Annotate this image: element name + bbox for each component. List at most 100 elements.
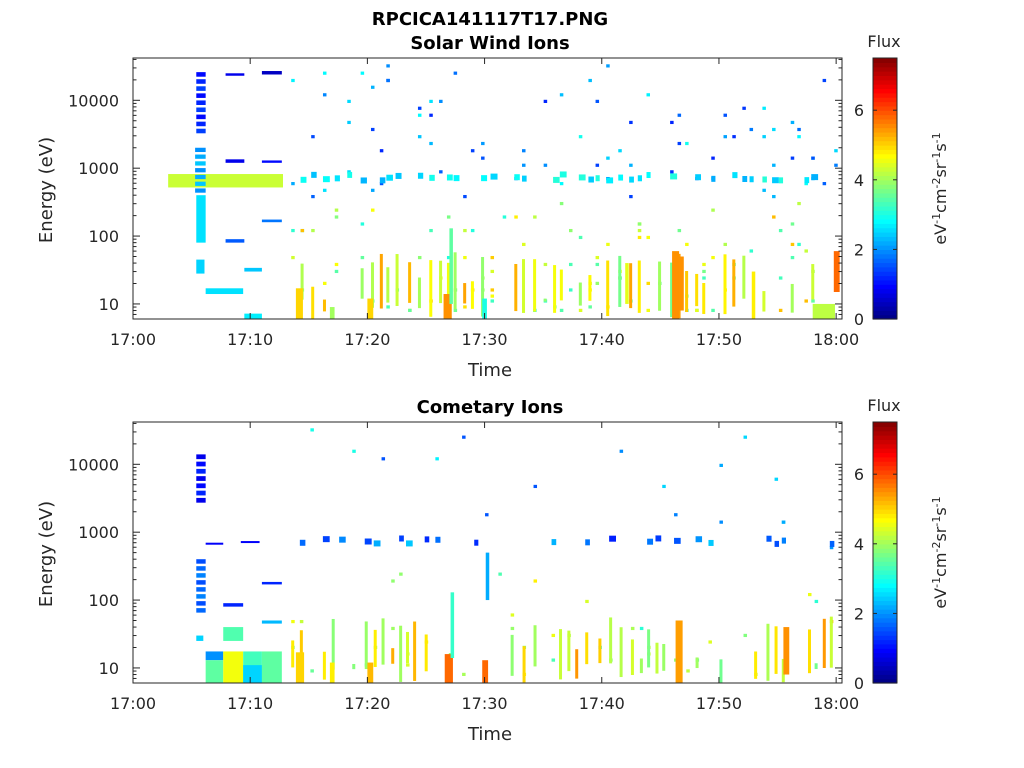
- flux-cell: [772, 177, 779, 184]
- cometary-colorbar: 0 2 4 6 Flux eV-1cm-2sr-1s-1: [854, 396, 950, 693]
- colorbar-swatch: [873, 617, 897, 623]
- flux-cell: [291, 640, 295, 668]
- flux-cell: [291, 228, 295, 233]
- colorbar-swatch: [873, 214, 897, 220]
- flux-cell: [370, 208, 375, 212]
- flux-cell: [772, 127, 776, 132]
- flux-cell: [370, 188, 375, 192]
- flux-cell: [637, 175, 642, 182]
- flux-cell: [195, 147, 206, 153]
- flux-cell: [677, 141, 682, 146]
- flux-cell: [585, 539, 590, 546]
- colorbar-swatch: [873, 110, 897, 116]
- colorbar-swatch: [873, 661, 897, 667]
- flux-cell: [522, 163, 526, 167]
- flux-cell: [291, 619, 295, 624]
- colorbar-tick-label: 2: [854, 240, 864, 259]
- flux-cell: [772, 215, 776, 219]
- flux-cell: [629, 120, 633, 125]
- colorbar-title: Flux: [867, 396, 900, 415]
- flux-cell: [490, 288, 495, 292]
- x-tick-label: 17:30: [462, 330, 508, 349]
- flux-cell: [446, 174, 453, 181]
- colorbar-swatch: [873, 188, 897, 194]
- flux-cell: [439, 260, 443, 304]
- flux-cell: [629, 194, 633, 199]
- flux-cell: [300, 176, 307, 183]
- flux-cell: [742, 106, 746, 110]
- flux-cell: [695, 174, 701, 181]
- flux-cell: [443, 294, 452, 319]
- flux-cell: [743, 435, 748, 439]
- flux-cell: [453, 308, 458, 313]
- flux-cell: [481, 156, 485, 160]
- flux-cell: [195, 174, 206, 180]
- flux-cell: [742, 175, 748, 182]
- flux-cell: [711, 255, 715, 260]
- flux-cell: [685, 242, 689, 247]
- flux-cell: [811, 174, 819, 181]
- flux-cell: [606, 177, 614, 184]
- colorbar-swatch: [873, 535, 897, 541]
- flux-cell: [575, 649, 579, 679]
- colorbar-swatch: [873, 140, 897, 146]
- flux-cell: [261, 160, 282, 163]
- colorbar-tick-label: 6: [854, 465, 864, 484]
- colorbar-swatch: [873, 301, 897, 307]
- flux-cell: [364, 621, 368, 670]
- flux-cell: [196, 195, 206, 243]
- flux-cell: [514, 264, 518, 312]
- colorbar-swatch: [873, 456, 897, 462]
- colorbar-swatch: [873, 84, 897, 90]
- colorbar-swatch: [873, 526, 897, 532]
- colorbar-swatch: [873, 495, 897, 501]
- flux-cell: [429, 99, 433, 103]
- flux-cell: [381, 457, 386, 461]
- colorbar-swatch: [873, 71, 897, 76]
- flux-cell: [723, 242, 728, 247]
- colorbar-swatch: [873, 482, 897, 488]
- flux-cell: [295, 652, 305, 683]
- flux-cell: [670, 120, 674, 125]
- flux-cell: [367, 662, 374, 683]
- y-tick-label: 10000: [68, 91, 119, 110]
- flux-cell: [522, 646, 526, 683]
- flux-cell: [811, 299, 815, 303]
- colorbar-swatch: [873, 609, 897, 614]
- flux-cell: [637, 235, 642, 240]
- solar-wind-ions-panel: Solar Wind Ions 17:00 17:10 17:20 17:30 17:4…: [36, 32, 950, 381]
- flux-cell: [637, 260, 641, 313]
- flux-cell: [370, 127, 375, 132]
- flux-cell: [559, 182, 564, 186]
- colorbar-swatch: [873, 305, 897, 311]
- colorbar-swatch: [873, 448, 897, 454]
- colorbar-swatch: [873, 491, 897, 497]
- flux-cell: [533, 484, 538, 489]
- flux-cell: [299, 619, 304, 624]
- colorbar-swatch: [873, 284, 897, 290]
- flux-cell: [585, 599, 589, 604]
- flux-cell: [646, 172, 651, 179]
- flux-cell: [347, 170, 351, 174]
- flux-cell: [261, 651, 282, 683]
- flux-cell: [395, 254, 399, 306]
- colorbar-swatch: [873, 469, 897, 475]
- flux-cell: [295, 288, 303, 319]
- flux-cell: [595, 255, 600, 260]
- flux-cell: [481, 256, 485, 317]
- flux-cell: [490, 299, 495, 303]
- flux-cell: [470, 281, 474, 309]
- flux-cell: [804, 249, 808, 253]
- flux-cell: [609, 535, 617, 542]
- flux-cell: [223, 603, 244, 607]
- colorbar-tick-label: 4: [854, 171, 864, 190]
- flux-cell: [196, 107, 206, 113]
- flux-cell: [223, 627, 244, 641]
- flux-cell: [811, 156, 815, 160]
- flux-cell: [244, 267, 262, 272]
- flux-cell: [406, 540, 413, 547]
- flux-cell: [360, 177, 367, 184]
- flux-cell: [588, 176, 594, 183]
- flux-cell: [834, 149, 838, 153]
- flux-cell: [490, 255, 495, 260]
